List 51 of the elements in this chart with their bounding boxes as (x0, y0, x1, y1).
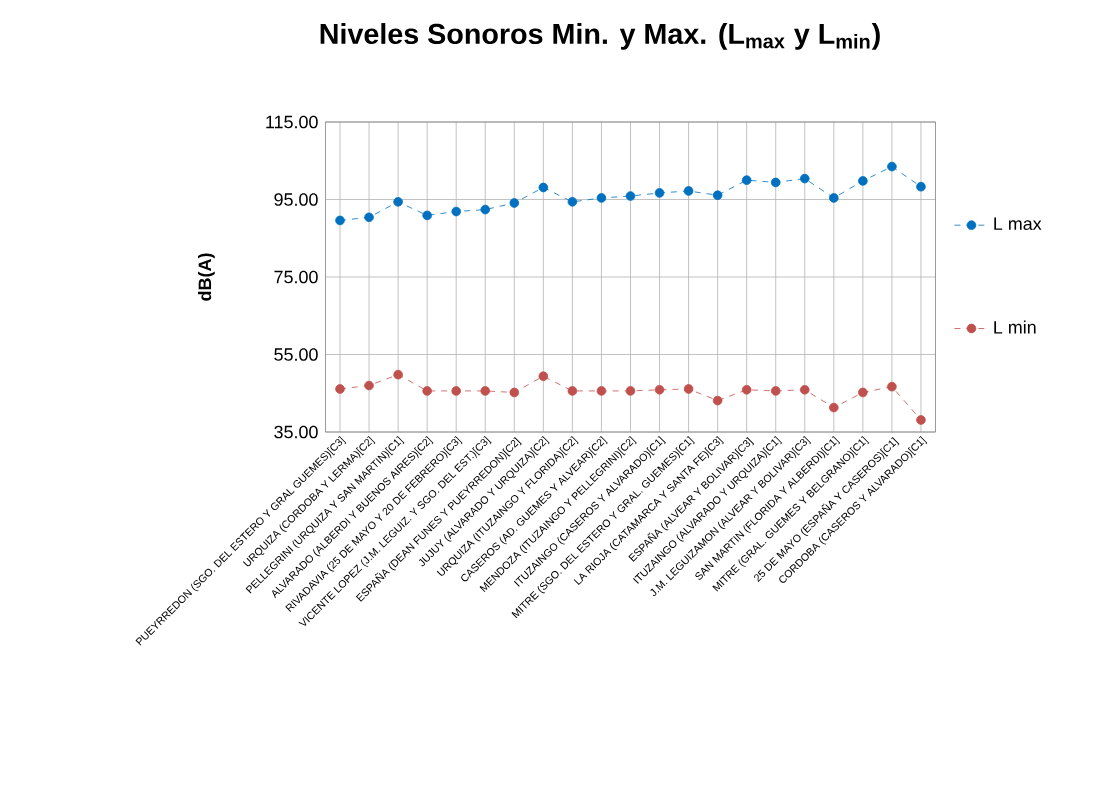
point (509, 198, 520, 208)
point (683, 186, 694, 196)
point (335, 384, 345, 394)
point (393, 369, 403, 380)
point (770, 177, 781, 188)
point (916, 181, 926, 192)
point (596, 386, 607, 396)
point (916, 415, 926, 425)
point (451, 206, 461, 217)
point (625, 191, 636, 201)
point (451, 386, 461, 396)
point (770, 386, 781, 396)
y-tick-label: 95.00 (274, 193, 318, 206)
y-tick-label: 75.00 (274, 270, 318, 284)
point (858, 176, 868, 186)
point (712, 395, 723, 406)
chart-title: Niveles Sonoros Min. y Max. (L$_{max}$ y L$_{min}$) (320, 23, 880, 50)
point (364, 380, 374, 391)
point (654, 188, 665, 198)
point (596, 193, 607, 203)
point (422, 210, 432, 221)
point (799, 384, 810, 395)
point (654, 384, 665, 395)
point (480, 204, 491, 215)
point (567, 386, 578, 396)
point (567, 197, 578, 207)
point (538, 371, 549, 381)
point (858, 387, 868, 398)
point (712, 190, 723, 201)
point (683, 384, 694, 394)
y-tick-label: 115.00 (266, 115, 318, 129)
point (829, 193, 839, 203)
point (625, 386, 636, 396)
point (799, 173, 810, 184)
point (335, 215, 345, 226)
point (422, 386, 432, 396)
legend-label: L min (994, 320, 1036, 334)
point (364, 212, 374, 223)
point (480, 386, 491, 396)
legend-label: L max (994, 217, 1042, 231)
point (741, 175, 752, 185)
point (887, 381, 897, 392)
point (393, 197, 403, 207)
point (509, 387, 520, 398)
point (741, 384, 752, 395)
y-tick-label: 35.00 (274, 425, 318, 439)
y-axis-title: dB(A) (198, 253, 215, 301)
y-tick-label: 55.00 (274, 348, 318, 361)
point (829, 402, 839, 413)
point (887, 161, 897, 172)
point (538, 182, 549, 193)
